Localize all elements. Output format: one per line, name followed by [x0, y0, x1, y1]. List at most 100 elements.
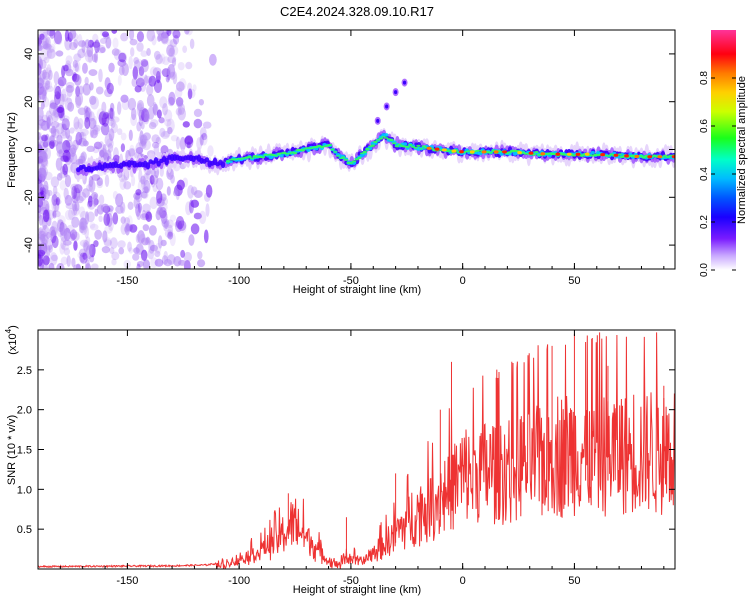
spectrogram-noise-blob: [75, 158, 84, 166]
spectrogram-noise-blob: [77, 33, 83, 47]
spectrogram-noise-blob: [184, 134, 194, 149]
spectrogram-noise-blob: [137, 71, 145, 86]
spectrogram-noise-blob: [68, 30, 77, 40]
spectrogram-noise-blob: [141, 209, 147, 219]
spectrogram-noise-blob: [99, 37, 108, 44]
spectrogram-noise-blob: [50, 176, 60, 188]
spectrogram-noise-blob: [96, 177, 103, 187]
snr-y-tick-label: 1.5: [17, 445, 32, 457]
spectrogram-noise-blob: [55, 157, 63, 171]
spectrogram-noise-blob: [84, 49, 94, 63]
spectrogram-noise-blob: [98, 141, 105, 155]
spectrogram-noise-blob: [105, 36, 112, 49]
spectrogram-noise-blob: [140, 250, 147, 263]
spectrogram-noise-blob: [69, 147, 76, 158]
spectrogram-noise-blob: [46, 48, 56, 60]
spectrogram-noise-blob: [55, 141, 65, 154]
spectrogram-noise-blob: [45, 147, 52, 160]
spectrogram-noise-blob: [80, 128, 89, 137]
snr-marks: [38, 332, 675, 569]
spectrogram-noise-blob: [60, 256, 69, 265]
spectrogram-noise-blob: [72, 72, 77, 82]
spectrogram-noise-blob: [155, 242, 162, 254]
spectrogram-noise-blob: [166, 254, 176, 266]
spectrogram-noise-blob: [49, 226, 56, 236]
colorbar-tick-label: 0.4: [699, 167, 710, 181]
spectrogram-ridge-blob: [477, 149, 483, 152]
spectrogram-ridge-blob: [394, 145, 400, 148]
spectrogram-noise-blob: [41, 85, 48, 97]
spectrogram-noise-blob: [53, 30, 62, 45]
spectrogram-ridge-blob: [405, 145, 410, 148]
spectrogram-noise-blob: [140, 191, 148, 199]
spectrogram-hotspot: [517, 150, 522, 155]
spectrogram-noise-blob: [130, 47, 135, 57]
spectrogram-noise-blob: [61, 123, 67, 132]
spectrogram-noise-blob: [89, 222, 96, 229]
spectrogram-ridge-blob: [247, 155, 252, 159]
spectrogram-noise-blob: [197, 250, 203, 260]
spectrogram-noise-blob: [71, 231, 80, 242]
spectrogram-noise-blob: [56, 106, 65, 113]
spectrogram-noise-blob: [174, 221, 180, 228]
spectrogram-ridge-blob: [413, 146, 418, 149]
spectrogram-noise-blob: [85, 106, 91, 120]
spectrogram-noise-blob: [130, 113, 138, 127]
spectrogram-noise-blob: [158, 117, 165, 124]
spectrogram-noise-blob: [52, 191, 61, 203]
spectrogram-noise-blob: [78, 206, 86, 218]
spectrogram-noise-blob: [156, 190, 163, 204]
spectrogram-noise-blob: [80, 254, 85, 263]
spectrogram-noise-blob: [52, 210, 61, 218]
spectrogram-noise-blob: [100, 203, 110, 213]
spectrogram-hotspot: [469, 150, 475, 154]
spectrogram-noise-blob: [193, 108, 203, 118]
spectrogram-noise-blob: [80, 217, 86, 230]
snr-x-tick-label: -50: [343, 575, 359, 587]
spectrogram-noise-blob: [92, 193, 98, 207]
spectrogram-noise-blob: [110, 102, 115, 112]
spectrogram-noise-blob: [108, 128, 115, 142]
spectrogram-noise-blob: [42, 82, 49, 91]
spectrogram-noise-blob: [89, 95, 97, 105]
spectrogram-noise-blob: [103, 239, 112, 246]
spectrogram-noise-blob: [136, 121, 142, 132]
spectrogram-noise-blob: [74, 60, 81, 73]
spectrogram-noise-blob: [41, 134, 48, 142]
spectrogram-noise-blob: [190, 223, 200, 235]
spectrogram-ridge-blob: [349, 162, 354, 164]
spectrogram-noise-blob: [82, 62, 88, 74]
spectrogram-noise-blob: [115, 205, 124, 214]
spectrogram-noise-blob: [101, 246, 111, 254]
spectrogram-noise-blob: [38, 236, 44, 245]
spectrogram-noise-blob: [64, 174, 72, 188]
spectrogram-noise-blob: [107, 143, 114, 153]
spectrogram-noise-blob: [59, 93, 69, 103]
spectrogram-noise-blob: [79, 131, 85, 140]
snr-y-tick-label: 1.0: [17, 484, 32, 496]
spectrogram-noise-blob: [162, 102, 168, 116]
spectrogram-ridge-blob: [373, 140, 378, 144]
spectrogram-ridge-blob: [571, 154, 577, 157]
spectrogram-ridge-blob: [335, 155, 341, 157]
spectrogram-noise-blob: [156, 109, 162, 119]
spectrogram-noise-blob: [139, 140, 147, 149]
spectrogram-noise-blob: [40, 233, 46, 244]
spectrogram-noise-blob: [38, 228, 43, 239]
spectrogram-noise-blob: [42, 69, 47, 80]
spectrogram-noise-blob: [41, 75, 51, 86]
spectrogram-noise-blob: [107, 116, 114, 127]
spectrogram-noise-blob: [180, 249, 186, 258]
spectrogram-noise-blob: [141, 237, 149, 246]
spectrogram-noise-blob: [150, 119, 159, 128]
spectrogram-noise-blob: [93, 115, 98, 128]
figure-title: C2E4.2024.328.09.10.R17: [280, 4, 434, 19]
spectrogram-noise-blob: [144, 237, 151, 246]
spectrogram-noise-blob: [65, 84, 75, 93]
spectrogram-noise-blob: [42, 265, 49, 269]
spectrogram-noise-blob: [38, 34, 47, 46]
spectrogram-noise-blob: [63, 187, 69, 200]
spectrogram-noise-blob: [65, 202, 75, 210]
spectrogram-noise-blob: [134, 85, 142, 93]
spectrogram-noise-blob: [49, 30, 56, 39]
